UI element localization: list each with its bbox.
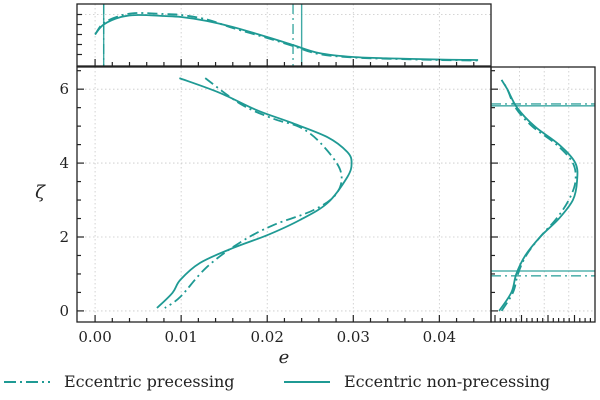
zeta-marginal-panel: [490, 66, 596, 323]
right-panel-frame: [490, 66, 596, 323]
top-panel-frame: [76, 3, 492, 67]
x-tick-label: 0.03: [337, 328, 370, 346]
legend: Eccentric precessing Eccentric non-prece…: [0, 372, 600, 400]
zeta-marginal-eccentric-precessing: [500, 79, 577, 312]
y-tick-label: 6: [59, 80, 69, 98]
legend-item-non-precessing: Eccentric non-precessing: [284, 372, 550, 391]
x-axis-label: e: [279, 347, 290, 368]
contour-eccentric-precessing: [164, 77, 343, 309]
x-tick-label: 0.01: [164, 328, 197, 346]
e-marginal-eccentric-precessing: [94, 12, 479, 62]
y-axis-label: ζ: [35, 182, 46, 203]
main-panel-frame: [76, 66, 492, 323]
e-marginal-panel: [76, 3, 492, 67]
contour-eccentric-non-precessing: [156, 77, 353, 309]
solid-line-icon: [284, 380, 330, 383]
x-tick-label: 0.00: [78, 328, 111, 346]
legend-label-precessing: Eccentric precessing: [64, 372, 235, 391]
legend-label-non-precessing: Eccentric non-precessing: [344, 372, 551, 391]
dashdot-line-icon: [4, 380, 50, 383]
legend-item-precessing: Eccentric precessing: [4, 372, 235, 391]
y-tick-label: 2: [59, 228, 69, 246]
x-tick-label: 0.02: [251, 328, 284, 346]
y-tick-label: 4: [59, 154, 69, 172]
y-tick-label: 0: [59, 302, 69, 320]
joint-contour-panel: 0.00 0.01 0.02 0.03 0.04 0 2 4 6: [59, 66, 492, 346]
x-tick-label: 0.04: [423, 328, 456, 346]
zeta-marginal-eccentric-non-precessing: [498, 79, 579, 312]
e-marginal-eccentric-non-precessing: [94, 14, 479, 61]
